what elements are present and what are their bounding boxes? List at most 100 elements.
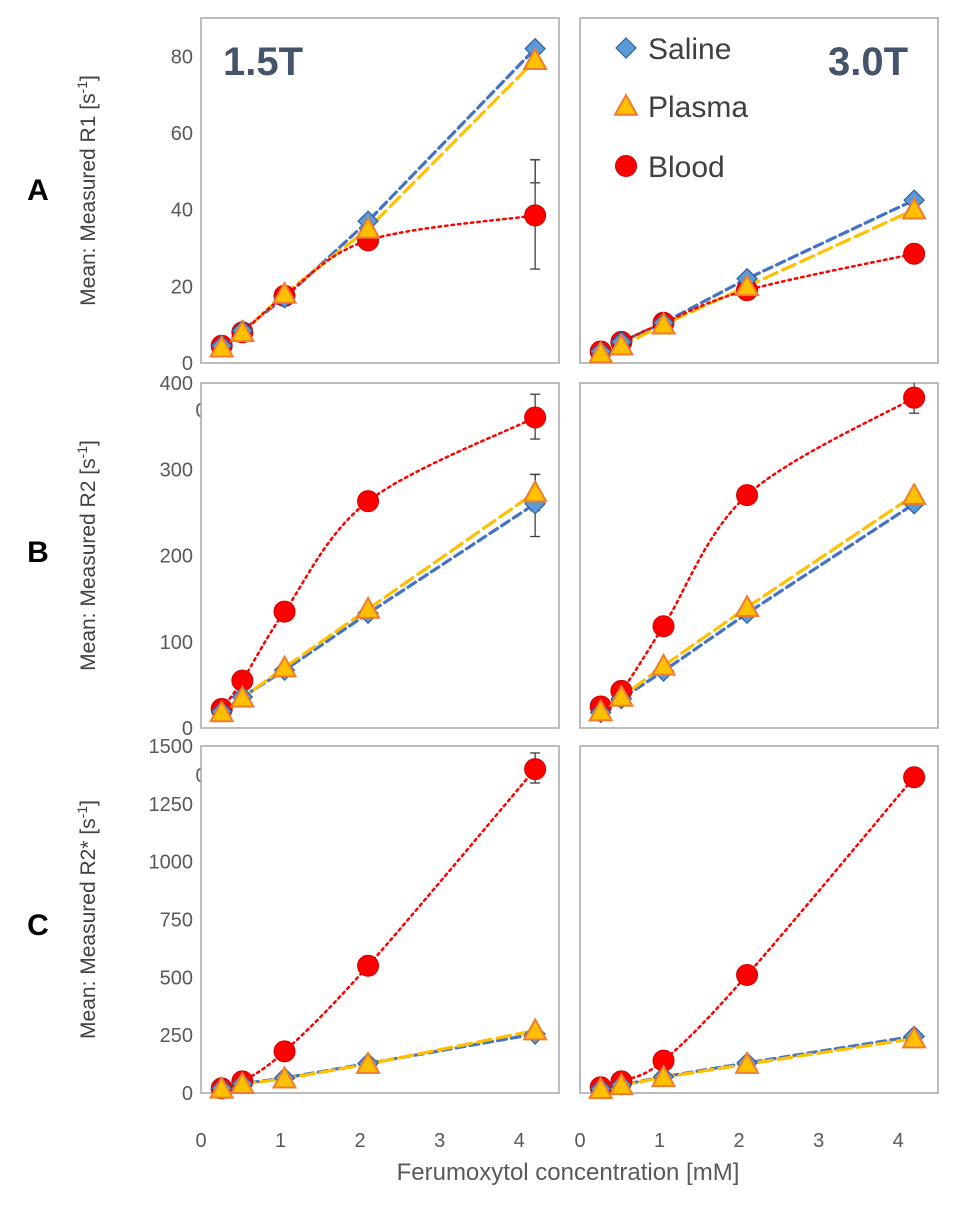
plot-frame-2 bbox=[200, 382, 560, 729]
row-label-a: A bbox=[27, 174, 49, 207]
x-tick-label: 1 bbox=[275, 1130, 286, 1152]
y-axis-label-tail: ] bbox=[77, 800, 100, 806]
point-plasma-p5-2 bbox=[650, 1064, 677, 1088]
chart-panel-1: 3.0T bbox=[579, 17, 939, 364]
point-plasma-p5-1 bbox=[608, 1072, 635, 1096]
x-tick-label: 2 bbox=[734, 1130, 745, 1152]
point-blood-p2-2 bbox=[273, 600, 296, 623]
point-plasma-p3-2 bbox=[650, 652, 677, 676]
x-tick-label: 4 bbox=[514, 1130, 525, 1152]
y-tick-label: 1500 bbox=[149, 736, 194, 758]
point-plasma-p0-2 bbox=[271, 280, 298, 304]
y-axis-label-0: Mean: Measured R1 [s-1] bbox=[74, 75, 100, 306]
x-tick-label: 1 bbox=[654, 1130, 665, 1152]
point-plasma-p1-1 bbox=[608, 332, 635, 356]
plot-frame-1 bbox=[579, 17, 939, 364]
chart-panel-0: 02040608001234Mean: Measured R1 [s-1]1.5… bbox=[74, 17, 560, 422]
point-plasma-p1-4 bbox=[901, 196, 927, 220]
point-plasma-p2-0 bbox=[208, 699, 235, 723]
y-tick-label: 0 bbox=[182, 1083, 193, 1105]
point-blood-p3-4 bbox=[903, 386, 926, 409]
point-plasma-p2-2 bbox=[271, 654, 298, 678]
y-tick-label: 40 bbox=[171, 200, 193, 222]
point-blood-p5-3 bbox=[736, 964, 759, 987]
x-tick-label: 4 bbox=[893, 1130, 904, 1152]
point-plasma-p0-1 bbox=[229, 319, 256, 343]
point-plasma-p4-0 bbox=[208, 1075, 235, 1099]
series-line-plasma bbox=[220, 490, 537, 715]
point-plasma-p0-0 bbox=[208, 334, 235, 358]
y-tick-label: 0 bbox=[182, 353, 193, 375]
y-axis-label-main: Mean: Measured R1 [s bbox=[77, 93, 100, 305]
point-blood-p5-4 bbox=[903, 766, 926, 789]
point-plasma-p2-4 bbox=[522, 479, 548, 503]
field-strength-label-1: 3.0T bbox=[828, 40, 908, 84]
point-plasma-p4-4 bbox=[522, 1017, 548, 1041]
series-line-blood bbox=[599, 396, 916, 708]
y-axis-label-main: Mean: Measured R2* [s bbox=[77, 818, 100, 1039]
y-tick-label: 0 bbox=[182, 718, 193, 740]
point-blood-p4-4 bbox=[524, 758, 547, 781]
point-blood-p4-2 bbox=[273, 1040, 296, 1063]
legend-label-blood: Blood bbox=[648, 151, 725, 184]
y-tick-label: 750 bbox=[160, 910, 193, 932]
field-strength-label-0: 1.5T bbox=[223, 40, 303, 84]
series-line-plasma bbox=[599, 493, 916, 714]
legend-item-blood: Blood bbox=[615, 151, 725, 184]
y-tick-label: 400 bbox=[160, 373, 193, 395]
point-legend-plasma-pL-1 bbox=[613, 92, 639, 116]
y-tick-label: 1000 bbox=[149, 852, 194, 874]
y-axis-label-sup: -1 bbox=[74, 81, 90, 94]
point-plasma-p4-2 bbox=[271, 1065, 298, 1089]
plot-frame-3 bbox=[579, 382, 939, 729]
point-plasma-p3-1 bbox=[608, 683, 635, 707]
legend-item-saline: Saline bbox=[615, 33, 731, 66]
legend: Saline Plasma Blood bbox=[613, 33, 748, 184]
x-tick-label: 0 bbox=[574, 1130, 585, 1152]
point-plasma-p5-4 bbox=[901, 1025, 927, 1049]
x-tick-label: 3 bbox=[434, 1130, 445, 1152]
point-blood-p2-3 bbox=[357, 490, 380, 513]
point-plasma-p5-3 bbox=[734, 1051, 760, 1074]
point-blood-p1-4 bbox=[903, 242, 926, 265]
x-axis-label: Ferumoxytol concentration [mM] bbox=[397, 1159, 740, 1186]
x-tick-label: 0 bbox=[195, 1130, 206, 1152]
point-blood-p3-2 bbox=[652, 615, 675, 638]
y-axis-label-sup: -1 bbox=[74, 806, 90, 819]
y-tick-label: 60 bbox=[171, 123, 193, 145]
y-axis-label-sup: -1 bbox=[74, 446, 90, 459]
y-axis-label-4: Mean: Measured R2* [s-1] bbox=[74, 800, 100, 1039]
y-tick-label: 200 bbox=[160, 546, 193, 568]
y-tick-label: 300 bbox=[160, 459, 193, 481]
point-plasma-p3-0 bbox=[587, 698, 614, 722]
x-tick-label: 3 bbox=[813, 1130, 824, 1152]
y-axis-label-tail: ] bbox=[77, 75, 100, 81]
row-label-c: C bbox=[27, 909, 49, 942]
point-blood-p3-3 bbox=[736, 484, 759, 507]
point-plasma-p4-3 bbox=[355, 1051, 381, 1074]
point-plasma-p2-3 bbox=[355, 595, 381, 619]
y-axis-label-tail: ] bbox=[77, 440, 100, 446]
point-plasma-p3-3 bbox=[734, 594, 760, 618]
y-axis-label-2: Mean: Measured R2 [s-1] bbox=[74, 440, 100, 671]
point-plasma-p1-2 bbox=[650, 311, 677, 335]
legend-label-saline: Saline bbox=[648, 33, 731, 66]
plot-frame-4 bbox=[200, 745, 560, 1094]
row-label-b: B bbox=[27, 536, 49, 569]
point-blood-p0-4 bbox=[524, 204, 547, 227]
legend-item-plasma: Plasma bbox=[613, 91, 748, 124]
y-tick-label: 500 bbox=[160, 967, 193, 989]
chart-panel-5: 0 1 2 3 4 bbox=[574, 745, 939, 1152]
point-blood-p4-3 bbox=[357, 954, 380, 977]
chart-panel-4: 0 250 500 750 1000 1250 1500 0 1 2 3 4 Mean: Measure… bbox=[74, 736, 560, 1152]
point-plasma-p0-3 bbox=[355, 215, 381, 239]
point-legend-blood-pL-2 bbox=[615, 155, 637, 177]
y-tick-label: 80 bbox=[171, 46, 193, 68]
point-plasma-p0-4 bbox=[522, 47, 548, 70]
plot-frame-5 bbox=[579, 745, 939, 1094]
chart-panel-2: 010020030040001234Mean: Measured R2 [s-1… bbox=[74, 373, 560, 787]
point-plasma-p1-0 bbox=[587, 340, 614, 364]
point-plasma-p5-0 bbox=[587, 1076, 614, 1100]
